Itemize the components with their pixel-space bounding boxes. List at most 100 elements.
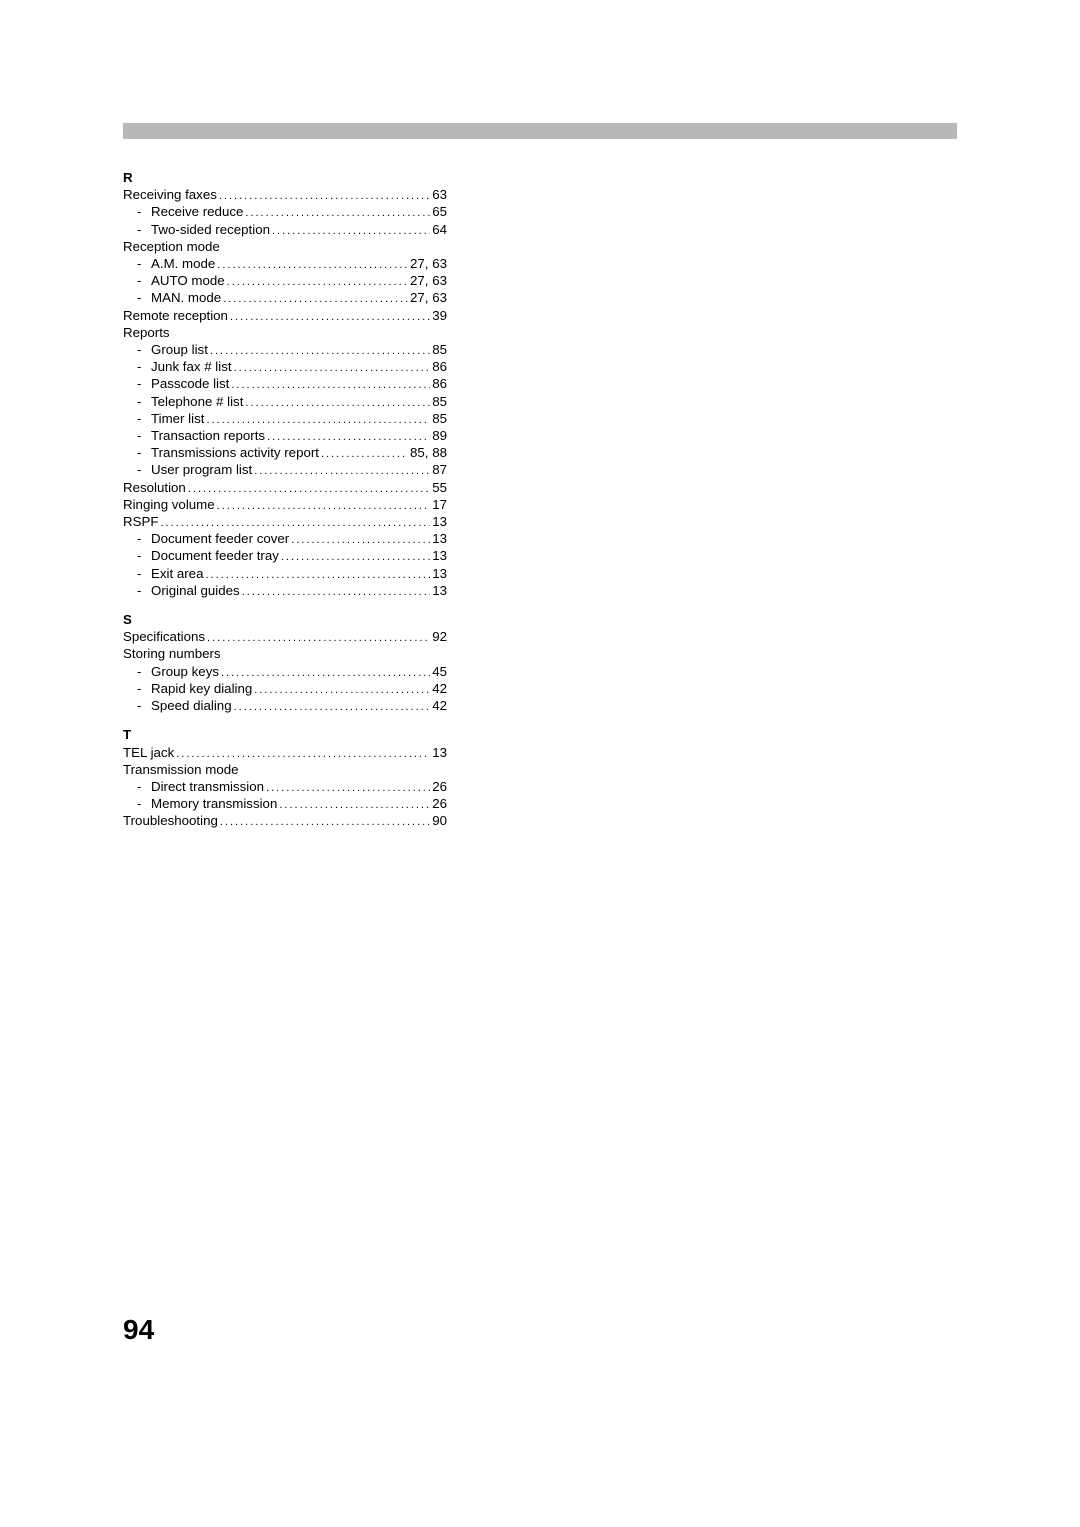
index-entry: AUTO mode27, 63 — [123, 273, 447, 290]
index-entry-label: Telephone # list — [151, 394, 243, 410]
leader-dots — [245, 394, 430, 411]
index-entry-pages: 13 — [432, 548, 447, 564]
index-entry: Storing numbers — [123, 646, 447, 663]
index-entry-pages: 63 — [432, 187, 447, 203]
index-entry: Transmissions activity report85, 88 — [123, 445, 447, 462]
index-entry-label: RSPF — [123, 514, 158, 530]
index-entry-pages: 90 — [432, 813, 447, 829]
index-entry: Remote reception39 — [123, 308, 447, 325]
leader-dots — [279, 796, 430, 813]
leader-dots — [160, 514, 430, 531]
index-entry-pages: 85, 88 — [410, 445, 447, 461]
index-entry: Receiving faxes63 — [123, 187, 447, 204]
leader-dots — [231, 376, 430, 393]
index-entry-label: Document feeder tray — [151, 548, 279, 564]
index-entry: Reports — [123, 325, 447, 342]
index-entry-pages: 13 — [432, 531, 447, 547]
index-column: RReceiving faxes63Receive reduce65Two-si… — [123, 170, 447, 831]
index-entry-label: Transaction reports — [151, 428, 265, 444]
index-entry: Document feeder cover 13 — [123, 531, 447, 548]
leader-dots — [210, 342, 430, 359]
index-entry-pages: 26 — [432, 779, 447, 795]
index-entry-pages: 27, 63 — [410, 256, 447, 272]
index-entry-label: Exit area — [151, 566, 203, 582]
index-entry-pages: 85 — [432, 342, 447, 358]
index-entry-pages: 65 — [432, 204, 447, 220]
index-entry-pages: 92 — [432, 629, 447, 645]
index-entry: Resolution55 — [123, 480, 447, 497]
leader-dots — [266, 779, 430, 796]
index-entry: Direct transmission26 — [123, 779, 447, 796]
index-entry-label: Junk fax # list — [151, 359, 232, 375]
index-entry: Telephone # list 85 — [123, 394, 447, 411]
index-entry-label: Specifications — [123, 629, 205, 645]
leader-dots — [217, 256, 408, 273]
index-entry: Ringing volume17 — [123, 497, 447, 514]
index-entry-pages: 85 — [432, 394, 447, 410]
page-number: 94 — [123, 1314, 154, 1346]
leader-dots — [207, 629, 430, 646]
index-entry-pages: 85 — [432, 411, 447, 427]
index-entry-pages: 55 — [432, 480, 447, 496]
index-entry-label: Troubleshooting — [123, 813, 218, 829]
index-entry: RSPF 13 — [123, 514, 447, 531]
index-entry-label: Passcode list — [151, 376, 229, 392]
index-entry-pages: 45 — [432, 664, 447, 680]
index-entry: Transmission mode — [123, 762, 447, 779]
index-entry: Speed dialing42 — [123, 698, 447, 715]
index-entry-pages: 42 — [432, 681, 447, 697]
index-entry-label: Group keys — [151, 664, 219, 680]
leader-dots — [217, 497, 431, 514]
index-entry-pages: 64 — [432, 222, 447, 238]
leader-dots — [242, 583, 431, 600]
leader-dots — [205, 566, 430, 583]
header-bar — [123, 123, 957, 139]
index-entry-pages: 27, 63 — [410, 273, 447, 289]
index-entry: Exit area 13 — [123, 566, 447, 583]
index-entry-label: Group list — [151, 342, 208, 358]
leader-dots — [227, 273, 408, 290]
index-entry: A.M. mode 27, 63 — [123, 256, 447, 273]
index-entry-pages: 26 — [432, 796, 447, 812]
index-entry-label: A.M. mode — [151, 256, 215, 272]
index-entry: Document feeder tray 13 — [123, 548, 447, 565]
index-entry-pages: 17 — [432, 497, 447, 513]
leader-dots — [254, 681, 430, 698]
index-entry: Troubleshooting 90 — [123, 813, 447, 830]
index-entry-label: Rapid key dialing — [151, 681, 252, 697]
index-entry: User program list87 — [123, 462, 447, 479]
leader-dots — [254, 462, 430, 479]
index-entry: Transaction reports 89 — [123, 428, 447, 445]
index-entry-label: MAN. mode — [151, 290, 221, 306]
index-entry-label: Timer list — [151, 411, 204, 427]
leader-dots — [219, 187, 430, 204]
leader-dots — [176, 745, 430, 762]
leader-dots — [281, 548, 430, 565]
index-entry-pages: 13 — [432, 514, 447, 530]
index-entry-label: Original guides — [151, 583, 240, 599]
leader-dots — [321, 445, 408, 462]
section-letter: S — [123, 612, 447, 628]
index-entry-pages: 27, 63 — [410, 290, 447, 306]
index-entry: Reception mode — [123, 239, 447, 256]
index-entry-label: TEL jack — [123, 745, 174, 761]
leader-dots — [291, 531, 430, 548]
index-entry: Passcode list 86 — [123, 376, 447, 393]
leader-dots — [272, 222, 430, 239]
index-entry-label: Two-sided reception — [151, 222, 270, 238]
section-letter: R — [123, 170, 447, 186]
index-entry-pages: 13 — [432, 566, 447, 582]
leader-dots — [245, 204, 430, 221]
index-entry-pages: 86 — [432, 376, 447, 392]
index-entry-pages: 89 — [432, 428, 447, 444]
index-entry-label: Document feeder cover — [151, 531, 289, 547]
index-entry-pages: 39 — [432, 308, 447, 324]
index-entry: Receive reduce65 — [123, 204, 447, 221]
index-entry: Original guides13 — [123, 583, 447, 600]
leader-dots — [267, 428, 430, 445]
index-entry-label: Reception mode — [123, 239, 220, 255]
index-entry: Group list 85 — [123, 342, 447, 359]
page: RReceiving faxes63Receive reduce65Two-si… — [0, 0, 1080, 1527]
index-entry-label: Storing numbers — [123, 646, 221, 662]
index-entry-label: Transmission mode — [123, 762, 239, 778]
